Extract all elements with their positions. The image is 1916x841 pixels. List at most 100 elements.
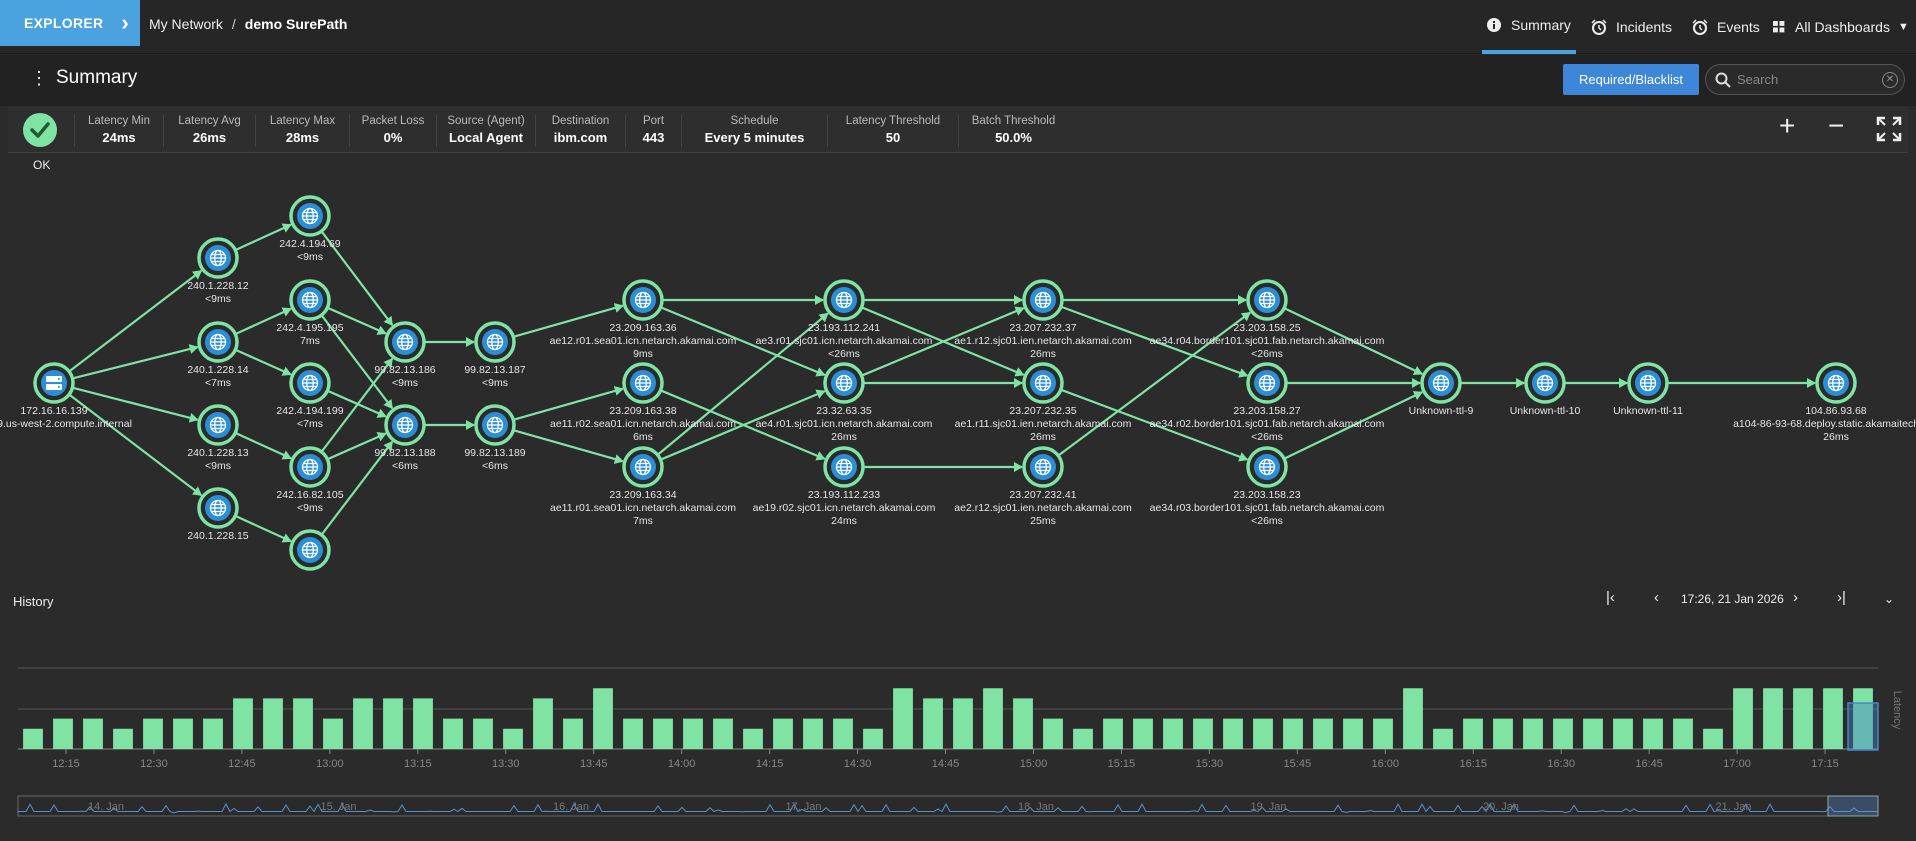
hop-node[interactable]: 172.16.16.1396-139.us-west-2.compute.int…: [0, 362, 132, 430]
latency-bar[interactable]: [353, 698, 373, 749]
hop-node[interactable]: 104.86.93.68a104-86-93-68.deploy.static.…: [1733, 362, 1916, 443]
latency-bar[interactable]: [23, 728, 43, 749]
tab-summary[interactable]: Summary: [1482, 0, 1576, 54]
hop-node[interactable]: 23.209.163.38ae11.r02.sea01.icn.netarch.…: [550, 362, 736, 443]
overview-selection-window[interactable]: [1827, 795, 1879, 817]
hop-node[interactable]: [289, 529, 331, 571]
latency-bar[interactable]: [773, 718, 793, 749]
hop-node[interactable]: 242.4.194.69<9ms: [279, 195, 341, 263]
latency-bar[interactable]: [263, 698, 283, 749]
latency-bar[interactable]: [1733, 688, 1753, 749]
required-blacklist-button[interactable]: Required/Blacklist: [1563, 64, 1699, 95]
latency-bar[interactable]: [923, 698, 943, 749]
hop-node[interactable]: 23.203.158.27ae34.r02.border101.sjc01.fa…: [1150, 362, 1385, 443]
hop-node[interactable]: 99.82.13.189<6ms: [464, 404, 526, 472]
latency-bar[interactable]: [863, 728, 883, 749]
latency-bar[interactable]: [833, 718, 853, 749]
hop-node[interactable]: 240.1.228.12<9ms: [187, 237, 249, 305]
hop-node[interactable]: 23.193.112.233ae19.r02.sjc01.icn.netarch…: [753, 446, 936, 527]
latency-bar[interactable]: [1523, 718, 1543, 749]
hop-node[interactable]: 242.4.194.199<7ms: [276, 362, 344, 430]
latency-bar[interactable]: [1613, 718, 1633, 749]
prev-icon[interactable]: ‹: [1654, 589, 1659, 606]
latency-bar[interactable]: [1673, 718, 1693, 749]
latency-bar[interactable]: [713, 718, 733, 749]
zoom-out-icon[interactable]: −: [1828, 110, 1845, 141]
latency-bar[interactable]: [1103, 718, 1123, 749]
hop-node[interactable]: 23.203.158.23ae34.r03.border101.sjc01.fa…: [1150, 446, 1385, 527]
fullscreen-icon[interactable]: [1876, 116, 1902, 142]
latency-bar[interactable]: [1793, 688, 1813, 749]
latency-bar[interactable]: [1163, 718, 1183, 749]
latency-bar[interactable]: [233, 698, 253, 749]
latency-bar[interactable]: [1313, 718, 1333, 749]
latency-bar[interactable]: [1823, 688, 1843, 749]
next-icon[interactable]: ›: [1793, 589, 1798, 606]
latency-bar[interactable]: [293, 698, 313, 749]
latency-bar[interactable]: [173, 718, 193, 749]
latency-bar[interactable]: [1193, 718, 1213, 749]
search-input[interactable]: [1737, 72, 1877, 87]
last-page-icon[interactable]: ›|: [1837, 589, 1846, 606]
latency-bar[interactable]: [803, 718, 823, 749]
latency-bar[interactable]: [443, 718, 463, 749]
hop-node[interactable]: Unknown-ttl-10: [1510, 362, 1581, 417]
latency-bar[interactable]: [323, 718, 343, 749]
clear-search-icon[interactable]: ✕: [1882, 72, 1898, 88]
latency-bar[interactable]: [143, 718, 163, 749]
latency-bar[interactable]: [1223, 718, 1243, 749]
latency-bar[interactable]: [1703, 728, 1723, 749]
latency-bar[interactable]: [113, 728, 133, 749]
latency-bar[interactable]: [533, 698, 553, 749]
hop-node[interactable]: 240.1.228.13<9ms: [187, 404, 249, 472]
overview-navigator[interactable]: [17, 795, 1879, 817]
hop-node[interactable]: 23.209.163.36ae12.r01.sea01.icn.netarch.…: [550, 279, 737, 360]
hop-node[interactable]: 23.209.163.34ae11.r01.sea01.icn.netarch.…: [550, 446, 736, 527]
latency-bar[interactable]: [893, 688, 913, 749]
latency-bar[interactable]: [1763, 688, 1783, 749]
hop-node[interactable]: 23.207.232.41ae2.r12.sjc01.ien.netarch.a…: [954, 446, 1132, 527]
crumb-network[interactable]: My Network: [149, 16, 223, 32]
latency-bar[interactable]: [1583, 718, 1603, 749]
latency-bar[interactable]: [1283, 718, 1303, 749]
tab-all-dashboards[interactable]: All Dashboards ▼: [1773, 0, 1909, 54]
latency-bar[interactable]: [473, 718, 493, 749]
latency-bar[interactable]: [1643, 718, 1663, 749]
latency-bar[interactable]: [1463, 718, 1483, 749]
hop-node[interactable]: 240.1.228.14<7ms: [187, 321, 249, 389]
explorer-button[interactable]: EXPLORER ›: [0, 0, 140, 46]
latency-bar[interactable]: [1553, 718, 1573, 749]
latency-bar[interactable]: [203, 718, 223, 749]
latency-bar[interactable]: [1343, 718, 1363, 749]
latency-bar[interactable]: [503, 728, 523, 749]
hop-node[interactable]: 23.207.232.37ae1.r12.sjc01.ien.netarch.a…: [954, 279, 1132, 360]
latency-bar[interactable]: [383, 698, 403, 749]
latency-bar[interactable]: [53, 718, 73, 749]
latency-bar[interactable]: [83, 718, 103, 749]
hop-node[interactable]: 23.207.232.35ae1.r11.sjc01.ien.netarch.a…: [955, 362, 1132, 443]
latency-bar[interactable]: [743, 728, 763, 749]
latency-bar[interactable]: [563, 718, 583, 749]
hop-node[interactable]: 99.82.13.187<9ms: [464, 321, 526, 389]
tab-incidents[interactable]: Incidents: [1591, 0, 1672, 54]
hop-node[interactable]: 99.82.13.188<6ms: [374, 404, 436, 472]
tab-events[interactable]: Events: [1692, 0, 1760, 54]
hop-node[interactable]: 23.193.112.241ae3.r01.sjc01.icn.netarch.…: [756, 279, 933, 360]
latency-bar[interactable]: [1433, 728, 1453, 749]
first-page-icon[interactable]: |‹: [1606, 589, 1615, 606]
hop-node[interactable]: 242.16.82.105<9ms: [276, 446, 344, 514]
hop-node[interactable]: 99.82.13.186<9ms: [374, 321, 436, 389]
hop-node[interactable]: 23.32.63.35ae4.r01.sjc01.icn.netarch.aka…: [756, 362, 933, 443]
latency-bar[interactable]: [1013, 698, 1033, 749]
latency-bar[interactable]: [1373, 718, 1393, 749]
hop-node[interactable]: 23.203.158.25ae34.r04.border101.sjc01.fa…: [1150, 279, 1385, 360]
latency-bar[interactable]: [593, 688, 613, 749]
latency-bar[interactable]: [653, 718, 673, 749]
hop-node[interactable]: 240.1.228.15: [187, 487, 249, 542]
latency-bar[interactable]: [1043, 718, 1063, 749]
latency-bar[interactable]: [1133, 718, 1153, 749]
latency-bar[interactable]: [1253, 718, 1273, 749]
latency-bar[interactable]: [1493, 718, 1513, 749]
latency-bar[interactable]: [413, 698, 433, 749]
latency-bar[interactable]: [1073, 728, 1093, 749]
